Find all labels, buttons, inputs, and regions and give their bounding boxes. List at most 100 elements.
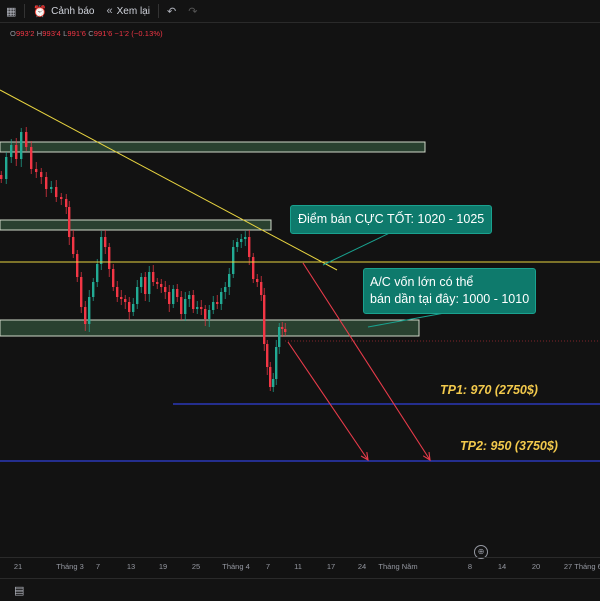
bottom-toolbar: ▤ [0,578,600,601]
candle-body [76,254,79,277]
undo-button[interactable]: ↶ [161,0,182,22]
x-tick: 25 [191,562,201,571]
candle-body [148,272,151,294]
alarm-clock-icon: ⏰ [33,5,48,18]
replay-button[interactable]: « Xem lại [100,0,155,22]
candle-body [0,175,3,179]
alert-button[interactable]: ⏰ Cảnh báo [27,0,100,22]
candle-body [10,145,13,157]
accumulate-text-line2: bán dần tại đây: 1000 - 1010 [370,292,530,306]
replay-label: Xem lại [116,5,150,17]
redo-icon: ↷ [188,5,198,18]
candle-body [88,297,91,324]
trend-line [0,89,338,271]
grid-icon: ▦ [6,5,17,18]
candle-body [20,132,23,159]
candle-body [112,269,115,287]
candle-body [275,347,278,379]
callout-pointer [322,227,401,266]
candle-body [55,187,58,197]
x-tick: Tháng 3 [56,562,84,571]
callout-pointer [367,311,451,328]
x-tick: 8 [467,562,473,571]
x-tick: 14 [497,562,507,571]
candle-body [278,327,281,347]
x-tick: 13 [126,562,136,571]
candle-body [15,145,18,159]
redo-button[interactable]: ↷ [182,0,203,22]
x-tick: 19 [158,562,168,571]
candle-body [269,367,272,387]
candle-body [104,237,107,247]
candle-body [92,282,95,297]
change-value: −1'2 (−0.13%) [114,29,163,38]
candle-body [244,237,247,239]
candle-body [136,287,139,304]
close-value: 991'6 [93,29,113,38]
candle-body [60,197,63,199]
candle-body [152,272,155,282]
open-key: O [10,29,16,38]
candle-body [45,177,48,189]
layout-button[interactable]: ▦ [0,0,22,22]
candle-body [188,295,191,299]
chart-toolbar: ▦ ⏰ Cảnh báo « Xem lại ↶ ↷ [0,0,600,23]
close-key: C [88,29,94,38]
open-value: 993'2 [15,29,35,38]
arrow-to-tp2-a [287,341,369,461]
arrow-to-tp2-b [302,262,431,461]
candle-body [80,277,83,307]
candle-body [232,247,235,274]
candle-body [172,289,175,304]
tp2-label: TP2: 950 (3750$) [460,439,558,453]
low-value: 991'6 [67,29,86,38]
candle-body [65,199,68,207]
candle-body [84,307,87,324]
arrow-to-tp2-a-head [360,452,369,462]
x-tick: 17 [326,562,336,571]
candle-body [240,239,243,242]
sell-point-text: Điểm bán CỰC TỐT: 1020 - 1025 [298,212,485,226]
candle-body [160,284,163,287]
candle-body [224,287,227,292]
high-key: H [36,29,43,38]
candle-body [180,297,183,314]
candle-body [35,169,38,172]
alert-label: Cảnh báo [51,5,95,17]
accumulate-callout[interactable]: A/C vốn lớn có thể bán dần tại đây: 1000… [363,268,537,314]
calendar-icon[interactable]: ▤ [14,585,25,597]
low-key: L [63,29,68,38]
sell-point-callout[interactable]: Điểm bán CỰC TỐT: 1020 - 1025 [290,205,493,234]
candle-body [128,302,131,312]
candle-body [68,207,71,237]
x-tick: 21 [13,562,23,571]
candle-body [184,299,187,314]
x-tick: 20 [531,562,541,571]
resistance-zone [0,141,426,153]
candle-body [248,237,251,257]
candle-body [256,279,259,282]
candle-body [252,257,255,279]
candle-body [168,292,171,304]
x-tick: 7 [95,562,101,571]
candle-body [156,282,159,284]
candle-body [272,379,275,387]
toolbar-divider [24,4,26,18]
time-axis[interactable]: 21 Tháng 3 7 13 19 25 Tháng 4 7 11 17 24… [0,557,600,578]
candle-body [176,289,179,297]
x-tick: Tháng 4 [222,562,250,571]
x-tick: Tháng Năm [378,562,418,571]
candle-body [204,309,207,319]
scroll-to-realtime-icon[interactable]: ⊕ [474,545,488,559]
candle-body [100,237,103,264]
sell-zone [0,219,272,231]
candle-body [40,172,43,177]
candle-body [212,302,215,310]
candle-body [116,287,119,297]
candle-body [132,304,135,312]
candle-body [96,264,99,282]
x-tick: Tháng 6 [574,562,600,571]
candle-body [120,297,123,299]
candle-body [30,147,33,169]
